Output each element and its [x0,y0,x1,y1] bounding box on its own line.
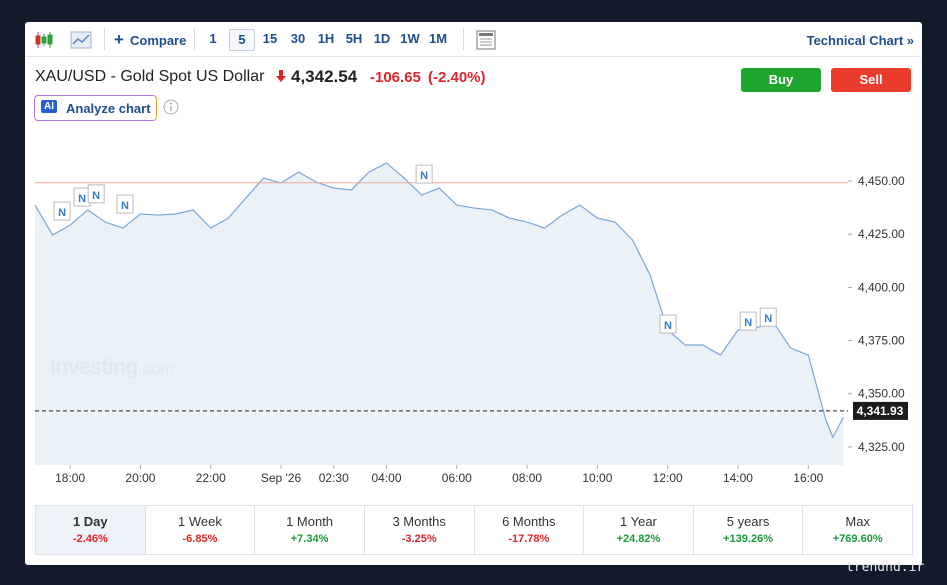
x-tick-label: 10:00 [582,471,612,485]
news-marker-label: N [420,170,428,182]
news-marker-label: N [58,207,66,219]
price-change: -106.65 [370,69,421,86]
period-tab[interactable]: 3 Months -3.25% [363,506,474,554]
divider [463,28,464,50]
period-label: 6 Months [502,514,556,529]
period-change: +769.60% [832,533,883,545]
period-change: -2.46% [72,533,108,545]
x-tick-label: 12:00 [653,471,683,485]
candles-icon[interactable] [34,30,54,50]
timeframe-button[interactable]: 15 [262,31,278,46]
last-price-box [853,401,908,420]
layout-icon[interactable] [476,30,496,50]
y-tick-label: 4,350.00 [858,387,905,401]
period-tab[interactable]: 1 Month +7.34% [254,506,364,554]
divider [194,28,195,50]
news-marker-label: N [664,320,672,332]
x-tick-label: 16:00 [793,471,823,485]
x-tick-label: 22:00 [196,471,226,485]
period-tab[interactable]: Max +769.60% [802,506,912,554]
news-marker[interactable] [415,164,433,184]
period-change: -6.85% [182,533,218,545]
x-tick-label: 06:00 [442,471,472,485]
news-marker[interactable] [87,184,105,204]
performance-periods: 1 Day -2.46% 1 Week -6.85% 1 Month +7.34% 3 Mo… [35,505,913,555]
news-marker[interactable] [53,201,71,221]
price-area [35,162,844,465]
timeframe-button[interactable]: 30 [290,31,306,46]
buy-button[interactable]: Buy [741,68,821,92]
price: 4,342.54 [291,67,358,86]
x-tick-label: 02:30 [319,471,349,485]
period-label: 5 years [726,514,770,529]
x-tick-label: 18:00 [55,471,85,485]
period-label: 1 Month [286,514,334,529]
news-marker-label: N [121,200,129,212]
analyze-chart-label: Analyze chart [66,101,151,116]
news-marker-label: N [744,317,752,329]
news-marker[interactable] [759,307,777,327]
divider [104,28,105,50]
timeframe-button[interactable]: 1D [373,31,391,46]
price-line [34,162,844,439]
x-tick-label: 20:00 [125,471,155,485]
period-label: 1 Year [620,514,657,529]
period-tab[interactable]: 6 Months -17.78% [473,506,584,554]
news-marker[interactable] [659,314,677,334]
ai-badge: AI [41,100,57,113]
period-change: +139.26% [723,533,773,545]
x-tick-label: 14:00 [723,471,753,485]
timeframe-button[interactable]: 5H [345,31,363,46]
last-price-label: 4,341.93 [857,404,904,418]
site-watermark: trendhd.ir [846,560,925,575]
compare-button[interactable]: Compare [130,33,187,48]
period-tab[interactable]: 1 Year +24.82% [583,506,693,554]
period-label: 3 Months [392,514,446,529]
y-tick-label: 4,425.00 [858,227,905,241]
y-tick-label: 4,450.00 [858,174,905,188]
period-change: +24.82% [616,533,661,545]
news-marker-label: N [764,313,772,325]
period-tab[interactable]: 1 Week -6.85% [144,506,255,554]
x-tick-label: 04:00 [371,471,401,485]
technical-chart-link[interactable]: Technical Chart » [806,33,914,48]
period-label: Max [845,514,870,529]
x-tick-label: 08:00 [512,471,542,485]
area-icon[interactable] [70,30,92,50]
timeframe-button[interactable]: 5 [229,29,255,51]
timeframe-button[interactable]: 1W [400,31,420,46]
news-marker[interactable] [116,194,134,214]
instrument-title: XAU/USD - Gold Spot US Dollar [35,68,265,85]
analyze-chart-button[interactable] [34,95,157,121]
news-marker-label: N [92,190,100,202]
timeframe-button[interactable]: 1 [209,31,217,46]
period-tab[interactable]: 5 years +139.26% [692,506,803,554]
period-label: 1 Day [72,514,108,529]
toolbar-border [26,56,921,57]
info-icon[interactable] [163,99,179,115]
news-marker-label: N [78,193,86,205]
price-change-pct: (-2.40%) [428,69,486,86]
plus-icon: + [114,30,124,49]
x-tick-label: Sep '26 [261,471,302,485]
period-change: +7.34% [290,533,329,545]
timeframe-button[interactable]: 1M [428,31,448,46]
y-tick-label: 4,400.00 [858,280,905,294]
y-tick-label: 4,325.00 [858,440,905,454]
timeframe-button[interactable]: 1H [317,31,335,46]
down-arrow [276,70,286,82]
period-change: -3.25% [401,533,437,545]
period-label: 1 Week [178,514,222,529]
period-change: -17.78% [508,533,550,545]
news-marker[interactable] [739,311,757,331]
sell-button[interactable]: Sell [831,68,911,92]
y-tick-label: 4,375.00 [858,334,905,348]
period-tab[interactable]: 1 Day -2.46% [36,506,145,554]
